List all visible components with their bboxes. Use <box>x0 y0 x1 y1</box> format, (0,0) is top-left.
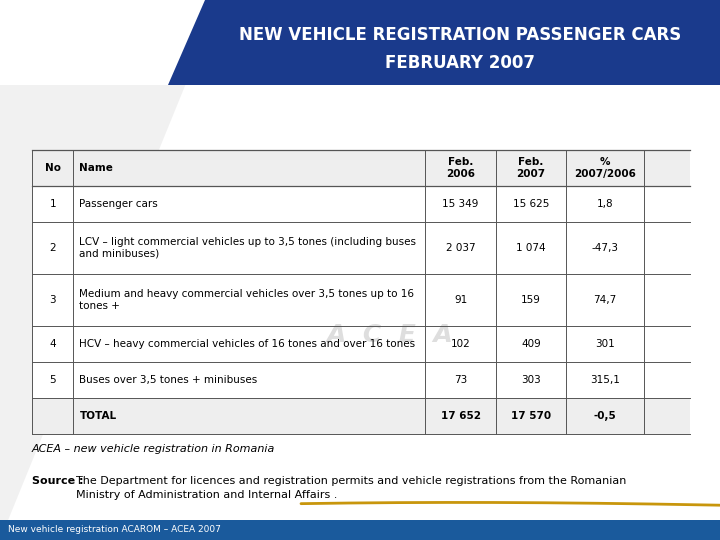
Bar <box>0 0 720 85</box>
Text: 17 652: 17 652 <box>441 411 481 421</box>
Text: 74,7: 74,7 <box>593 295 617 305</box>
Text: 5: 5 <box>50 375 56 385</box>
Text: TOTAL: TOTAL <box>79 411 117 421</box>
Text: 3: 3 <box>50 295 56 305</box>
Text: No: No <box>45 163 60 173</box>
Text: 2: 2 <box>50 243 56 253</box>
Text: -47,3: -47,3 <box>592 243 618 253</box>
Text: 1: 1 <box>50 199 56 209</box>
Text: 2 037: 2 037 <box>446 243 475 253</box>
Text: 4: 4 <box>50 339 56 349</box>
Text: 15 349: 15 349 <box>443 199 479 209</box>
Text: Passenger cars: Passenger cars <box>79 199 158 209</box>
Bar <box>0 520 720 540</box>
Text: 15 625: 15 625 <box>513 199 549 209</box>
Text: Medium and heavy commercial vehicles over 3,5 tones up to 16
tones +: Medium and heavy commercial vehicles ove… <box>79 289 415 311</box>
Text: 1 074: 1 074 <box>516 243 546 253</box>
Text: 303: 303 <box>521 375 541 385</box>
Text: LCV – light commercial vehicles up to 3,5 tones (including buses
and minibuses): LCV – light commercial vehicles up to 3,… <box>79 237 416 259</box>
Text: New vehicle registration ACAROM – ACEA 2007: New vehicle registration ACAROM – ACEA 2… <box>8 525 221 535</box>
Text: FEBRUARY 2007: FEBRUARY 2007 <box>385 54 535 72</box>
Text: Feb.
2006: Feb. 2006 <box>446 157 475 179</box>
Bar <box>32 398 690 434</box>
Text: Source :: Source : <box>32 476 84 486</box>
Bar <box>32 150 690 186</box>
Polygon shape <box>0 0 205 85</box>
Text: 1,8: 1,8 <box>597 199 613 209</box>
Text: 159: 159 <box>521 295 541 305</box>
Text: %
2007/2006: % 2007/2006 <box>574 157 636 179</box>
Text: -0,5: -0,5 <box>594 411 616 421</box>
Text: 301: 301 <box>595 339 615 349</box>
Text: A  C  E  A: A C E A <box>327 322 454 347</box>
Text: ACEA – new vehicle registration in Romania: ACEA – new vehicle registration in Roman… <box>32 444 275 454</box>
Polygon shape <box>0 0 220 540</box>
Bar <box>32 150 690 434</box>
Text: Buses over 3,5 tones + minibuses: Buses over 3,5 tones + minibuses <box>79 375 258 385</box>
Text: 91: 91 <box>454 295 467 305</box>
Text: 102: 102 <box>451 339 471 349</box>
Text: 409: 409 <box>521 339 541 349</box>
Text: NEW VEHICLE REGISTRATION PASSENGER CARS: NEW VEHICLE REGISTRATION PASSENGER CARS <box>239 26 681 44</box>
Text: 73: 73 <box>454 375 467 385</box>
Text: HCV – heavy commercial vehicles of 16 tones and over 16 tones: HCV – heavy commercial vehicles of 16 to… <box>79 339 415 349</box>
Polygon shape <box>42 150 232 434</box>
Text: 17 570: 17 570 <box>511 411 551 421</box>
Text: 315,1: 315,1 <box>590 375 620 385</box>
Text: Name: Name <box>79 163 113 173</box>
Text: Feb.
2007: Feb. 2007 <box>516 157 546 179</box>
Text: The Department for licences and registration permits and vehicle registrations f: The Department for licences and registra… <box>76 476 626 500</box>
